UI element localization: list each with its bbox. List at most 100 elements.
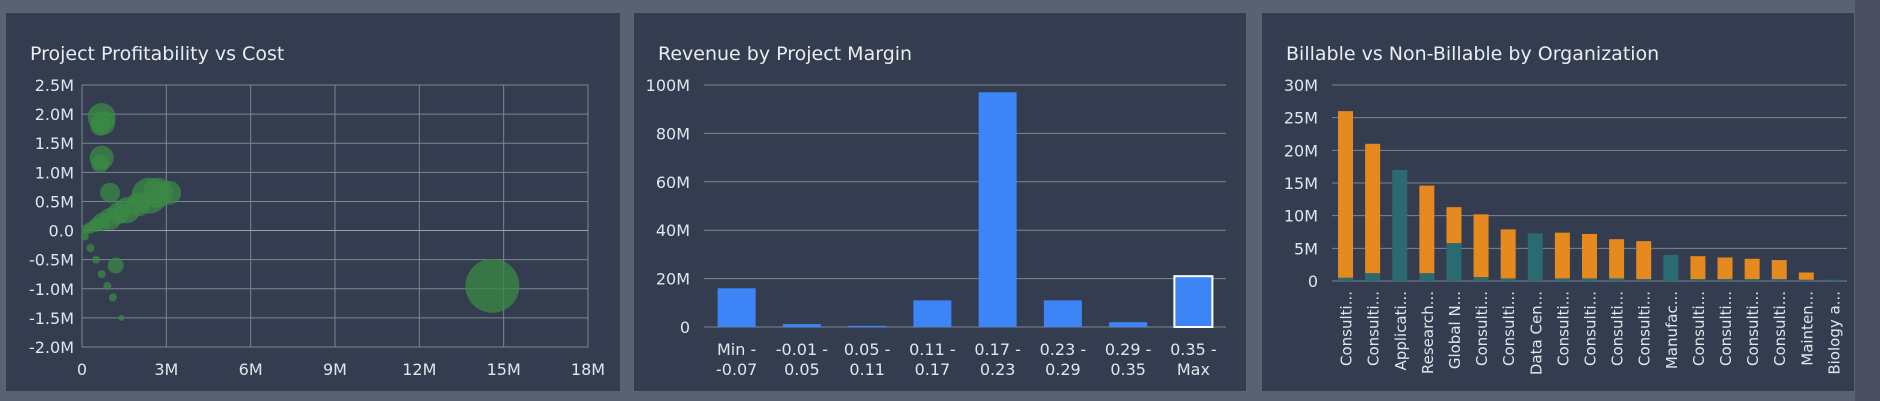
x-tick-label: 9M (323, 360, 347, 379)
y-tick-label: 20M (656, 270, 690, 289)
x-tick-label: Applicati... (1392, 291, 1410, 370)
x-tick-label: 0.17 (915, 360, 951, 379)
bar-segment (1500, 278, 1516, 281)
bar-segment (1473, 277, 1489, 281)
data-point (103, 281, 112, 290)
x-tick-label: 0.11 (849, 360, 885, 379)
right-edge-strip (1855, 0, 1880, 401)
scatter-chart[interactable]: 2.5M 2.0M 1.5M 1.0M 0.5M 0.0 -0.5M -1.0M -1.5M -2… (6, 13, 620, 391)
x-tick-label: 0.35 (1110, 360, 1146, 379)
y-tick-label: 1.0M (35, 163, 74, 182)
y-tick-label: -0.5M (29, 251, 74, 270)
data-point (91, 154, 110, 173)
y-tick-label: 30M (1284, 76, 1318, 95)
x-tick-label: Data Cen... (1527, 291, 1545, 375)
x-tick-label: Global N... (1446, 291, 1464, 369)
bar-segment (1338, 277, 1354, 281)
bar (782, 324, 821, 327)
data-point (465, 258, 520, 313)
bar-segment (1554, 232, 1570, 279)
bar (1173, 275, 1214, 328)
data-point (118, 314, 125, 321)
y-tick-label: 0 (680, 318, 690, 337)
y-tick-label: 0.5M (35, 192, 74, 211)
x-tick-label: Biology a... (1825, 291, 1843, 375)
bar-segment (1798, 272, 1814, 280)
bar-segment (1392, 169, 1408, 281)
bar-segment (1609, 239, 1625, 279)
data-point (92, 255, 101, 264)
x-tick-label: 0.23 - (1040, 340, 1086, 359)
bar-segment (1717, 279, 1733, 281)
y-tick-label: -1.0M (29, 280, 74, 299)
bar-segment (1527, 233, 1543, 281)
y-tick-label: 80M (656, 124, 690, 143)
bar (848, 325, 887, 327)
bar-segment (1717, 257, 1733, 280)
y-tick-label: 25M (1284, 109, 1318, 128)
x-tick-label: Consulti... (1744, 291, 1762, 366)
y-tick-label: 100M (646, 76, 690, 95)
x-tick-label: 0.17 - (974, 340, 1020, 359)
x-tick-label: Consulti... (1636, 291, 1654, 366)
chart-title: Project Profitability vs Cost (30, 43, 285, 65)
x-tick-label: Consulti... (1582, 291, 1600, 366)
data-point (80, 232, 89, 241)
data-point (157, 180, 182, 205)
bar (1043, 300, 1082, 327)
bar-segment (1771, 260, 1787, 280)
data-point (86, 244, 95, 253)
x-tick-label: Min - (717, 340, 756, 359)
data-point (108, 293, 117, 302)
bar-segment (1771, 279, 1787, 281)
y-tick-label: 0.0 (49, 222, 74, 241)
y-tick-label: 10M (1284, 207, 1318, 226)
data-point (97, 270, 106, 279)
revenue-margin-chart[interactable]: 100M 80M 60M 40M 20M 0 Min --0.07 -0.01 -0.05 0.… (634, 13, 1246, 391)
x-tick-label: Consulti... (1365, 291, 1383, 366)
bar-segment (1365, 273, 1381, 281)
bar (978, 92, 1017, 327)
x-tick-label: Consulti... (1500, 291, 1518, 366)
bar (1109, 322, 1148, 327)
y-tick-label: 15M (1284, 174, 1318, 193)
x-tick-label: Mainten... (1798, 291, 1816, 366)
bar-segment (1473, 214, 1489, 278)
bar-segment (1500, 229, 1516, 279)
x-tick-label: 18M (571, 360, 605, 379)
chart-title: Billable vs Non-Billable by Organization (1286, 43, 1660, 65)
x-tick-label: 6M (239, 360, 263, 379)
x-tick-label: 0.29 (1045, 360, 1081, 379)
scatter-panel: Project Profitability vs Cost 2.5M 2.0M 1.… (6, 13, 620, 391)
bar-segment (1582, 278, 1597, 281)
x-tick-label: Consulti... (1338, 291, 1356, 366)
y-tick-label: 1.5M (35, 134, 74, 153)
x-tick-label: -0.01 - (776, 340, 828, 359)
x-tick-label: Consulti... (1554, 291, 1572, 366)
x-tick-label: Consulti... (1473, 291, 1491, 366)
bar-segment (1636, 279, 1652, 281)
x-tick-label: 0.05 (784, 360, 820, 379)
y-tick-label: 5M (1294, 239, 1318, 258)
y-tick-label: 2.5M (35, 76, 74, 95)
x-tick-label: 0.29 - (1105, 340, 1151, 359)
x-tick-label: 0.35 - (1170, 340, 1216, 359)
x-tick-label: 0.05 - (844, 340, 890, 359)
data-point (107, 257, 124, 274)
x-tick-label: Consulti... (1771, 291, 1789, 366)
x-tick-label: 12M (402, 360, 436, 379)
x-tick-label: -0.07 (716, 360, 757, 379)
y-tick-label: 0 (1308, 272, 1318, 291)
bar-segment (1446, 207, 1462, 244)
billable-chart[interactable]: 30M 25M 20M 15M 10M 5M 0 Consulti... Consulti...… (1262, 13, 1854, 391)
x-tick-label: Consulti... (1690, 291, 1708, 366)
y-tick-label: 60M (656, 173, 690, 192)
y-tick-label: 2.0M (35, 105, 74, 124)
x-tick-label: Consulti... (1717, 291, 1735, 366)
bar-segment (1446, 243, 1462, 281)
bar-segment (1609, 278, 1625, 281)
data-point (90, 115, 111, 136)
bar-segment (1663, 254, 1679, 281)
y-tick-label: -2.0M (29, 338, 74, 357)
data-point (81, 224, 92, 235)
